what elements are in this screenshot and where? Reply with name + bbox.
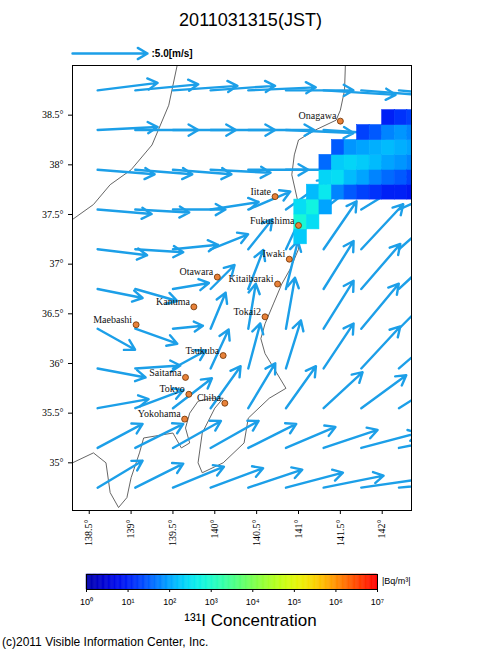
- svg-text:Yokohama: Yokohama: [138, 408, 181, 419]
- svg-text:36°: 36°: [50, 358, 64, 369]
- svg-text:Iwaki: Iwaki: [263, 248, 286, 259]
- svg-text:37°: 37°: [50, 258, 64, 269]
- svg-text:Tsukuba: Tsukuba: [185, 345, 219, 356]
- svg-text:10³: 10³: [205, 597, 218, 607]
- svg-text:140°: 140°: [209, 520, 220, 539]
- svg-text:Chiba: Chiba: [197, 392, 221, 403]
- svg-text:38°: 38°: [50, 159, 64, 170]
- svg-text:Tokai2: Tokai2: [233, 306, 261, 317]
- svg-text:141°: 141°: [293, 520, 304, 539]
- svg-text:Iitate: Iitate: [251, 186, 272, 197]
- svg-text:38.5°: 38.5°: [42, 109, 64, 120]
- svg-text:Saitama: Saitama: [149, 367, 182, 378]
- svg-text::5.0[m/s]: :5.0[m/s]: [152, 48, 193, 59]
- html-text:|Bq/m³|: |Bq/m³|: [382, 576, 411, 586]
- svg-text:35.5°: 35.5°: [42, 407, 64, 418]
- svg-text:Kanuma: Kanuma: [156, 296, 190, 307]
- svg-text:36.5°: 36.5°: [42, 308, 64, 319]
- svg-text:Maebashi: Maebashi: [93, 314, 132, 325]
- svg-text:139°: 139°: [125, 520, 136, 539]
- html-text:¹³¹I Concentration: ¹³¹I Concentration: [184, 611, 317, 630]
- svg-text:138.5°: 138.5°: [83, 520, 94, 547]
- svg-text:142°: 142°: [376, 520, 387, 539]
- svg-text:140.5°: 140.5°: [251, 520, 262, 547]
- svg-text:10⁴: 10⁴: [246, 597, 260, 607]
- svg-text:10⁶: 10⁶: [329, 597, 343, 607]
- svg-text:141.5°: 141.5°: [335, 520, 346, 547]
- svg-text:Tokyo: Tokyo: [159, 383, 184, 394]
- svg-text:10⁷: 10⁷: [371, 597, 384, 607]
- svg-text:Onagawa: Onagawa: [299, 110, 337, 121]
- svg-text:Kitaibaraki: Kitaibaraki: [229, 273, 274, 284]
- svg-text:10¹: 10¹: [122, 597, 135, 607]
- svg-text:37.5°: 37.5°: [42, 209, 64, 220]
- html-text:(c)2011 Visible Information Ce: (c)2011 Visible Information Center, Inc.: [2, 635, 209, 649]
- svg-text:Fukushima: Fukushima: [250, 215, 295, 226]
- svg-text:Otawara: Otawara: [179, 266, 213, 277]
- svg-text:10²: 10²: [163, 597, 176, 607]
- svg-text:10⁰: 10⁰: [80, 597, 93, 607]
- html-text:2011031315(JST): 2011031315(JST): [179, 10, 322, 30]
- svg-text:10⁵: 10⁵: [287, 597, 301, 607]
- svg-text:139.5°: 139.5°: [167, 520, 178, 547]
- svg-text:35°: 35°: [50, 457, 64, 468]
